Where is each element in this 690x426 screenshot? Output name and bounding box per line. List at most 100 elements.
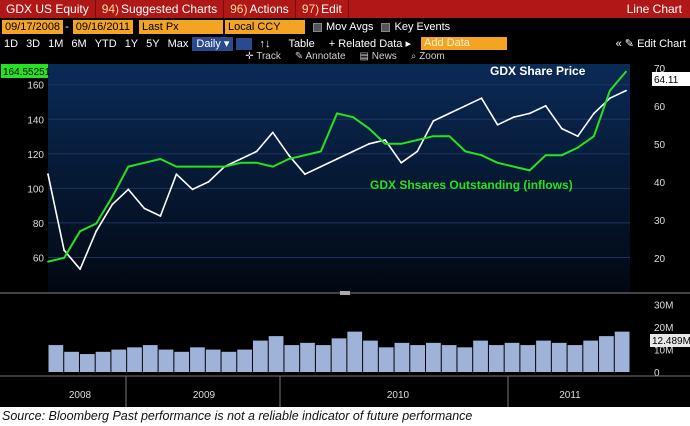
shares-outstanding-point bbox=[416, 139, 419, 141]
share-price-point bbox=[303, 173, 306, 176]
shares-outstanding-annotation: GDX Shsares Outstanding (inflows) bbox=[370, 178, 573, 192]
annotate-icon: ✎ bbox=[294, 51, 304, 62]
left-tick-label: 140 bbox=[27, 115, 44, 126]
menu-label: Edit bbox=[321, 2, 342, 16]
menu-suggested-charts[interactable]: 94) Suggested Charts bbox=[96, 0, 225, 18]
period-1y[interactable]: 1Y bbox=[124, 37, 139, 50]
add-data-input[interactable]: Add Data bbox=[421, 37, 508, 50]
related-data-label: Related Data bbox=[338, 38, 403, 50]
period-max[interactable]: Max bbox=[167, 37, 189, 50]
volume-bar bbox=[252, 340, 268, 372]
chart-style-icon[interactable]: ↑↓ bbox=[259, 37, 271, 50]
volume-bar bbox=[426, 342, 441, 372]
volume-bar bbox=[237, 349, 252, 372]
share-price-point bbox=[592, 112, 595, 115]
shares-outstanding-point bbox=[480, 154, 483, 157]
volume-bar bbox=[315, 345, 331, 372]
table-button[interactable]: Table bbox=[288, 37, 315, 50]
news-tool[interactable]: ▤ News bbox=[360, 51, 397, 64]
share-price-point bbox=[127, 188, 130, 191]
track-icon: ✛ bbox=[245, 51, 254, 62]
share-price-point bbox=[512, 116, 515, 119]
volume-bar bbox=[567, 345, 583, 372]
period-ytd[interactable]: YTD bbox=[94, 37, 117, 50]
edit-chart-label: Edit Chart bbox=[637, 38, 686, 50]
share-price-point bbox=[255, 150, 258, 153]
share-price-point bbox=[143, 207, 146, 210]
volume-axis: 0 10M 20M 30M bbox=[654, 301, 673, 379]
year-label: 2010 bbox=[387, 390, 410, 401]
mov-avgs-toggle[interactable]: Mov Avgs bbox=[312, 21, 374, 33]
period-5y[interactable]: 5Y bbox=[146, 37, 160, 50]
period-1m[interactable]: 1M bbox=[48, 37, 64, 50]
volume-bar bbox=[79, 354, 95, 372]
volume-bar bbox=[583, 340, 599, 372]
right-tick-label: 60 bbox=[654, 102, 666, 113]
share-price-point bbox=[528, 112, 531, 115]
volume-bar bbox=[268, 336, 284, 372]
security-label: GDX US Equity bbox=[6, 2, 89, 16]
related-data-menu[interactable]: + Related Data ▸ bbox=[328, 38, 412, 50]
end-date-field[interactable]: 09/16/2011 bbox=[72, 20, 133, 34]
start-date-field[interactable]: 09/17/2008 bbox=[2, 20, 64, 34]
frequency-select[interactable]: Daily ▾ bbox=[192, 36, 234, 51]
shares-outstanding-point bbox=[560, 154, 563, 157]
volume-bar bbox=[394, 342, 410, 372]
volume-bar bbox=[221, 351, 237, 372]
share-price-point bbox=[480, 97, 483, 100]
left-tick-label: 60 bbox=[33, 253, 45, 264]
price-tag: 164.55251 bbox=[3, 67, 51, 78]
menu-number: 96) bbox=[230, 2, 248, 16]
share-price-point bbox=[111, 203, 114, 206]
annotate-tool[interactable]: ✎ Annotate bbox=[295, 51, 346, 64]
price-field-select[interactable]: Last Px bbox=[138, 20, 223, 34]
menu-actions[interactable]: 96) Actions bbox=[224, 0, 296, 18]
right-tick-label: 30 bbox=[654, 216, 666, 227]
period-1d[interactable]: 1D bbox=[4, 37, 19, 50]
period-6m[interactable]: 6M bbox=[71, 37, 87, 50]
share-price-point bbox=[271, 131, 274, 134]
shares-outstanding-point bbox=[448, 135, 451, 138]
date-range-row: 09/17/2008 - 09/16/2011 Last Px Local CC… bbox=[0, 19, 690, 35]
source-caption: Source: Bloomberg Past performance is no… bbox=[0, 407, 690, 426]
left-tick-label: 100 bbox=[27, 184, 44, 195]
mov-avgs-label: Mov Avgs bbox=[325, 21, 374, 33]
right-axis: 20 30 40 50 60 70 bbox=[654, 64, 666, 265]
currency-select[interactable]: Local CCY bbox=[224, 20, 305, 34]
price-tag-box bbox=[1, 64, 48, 78]
left-axis: 60 80 100 120 140 160 bbox=[27, 81, 44, 265]
shares-outstanding-point bbox=[63, 256, 65, 259]
key-events-toggle[interactable]: Key Events bbox=[381, 21, 450, 33]
volume-bar bbox=[331, 338, 347, 372]
time-axis: 2008 2009 2010 2011 bbox=[0, 375, 690, 407]
shares-outstanding-point bbox=[528, 169, 531, 172]
shares-outstanding-point bbox=[175, 165, 178, 168]
volume-bar bbox=[142, 345, 158, 372]
menu-number: 94) bbox=[101, 2, 120, 16]
chart-type-title: Line Chart bbox=[626, 2, 682, 16]
security-ticker[interactable]: GDX US Equity bbox=[0, 0, 96, 18]
menu-edit[interactable]: 97) Edit bbox=[296, 0, 349, 18]
shares-outstanding-point bbox=[79, 230, 82, 233]
edit-chart-button[interactable]: « ✎ Edit Chart bbox=[615, 38, 686, 50]
shares-outstanding-point bbox=[352, 116, 354, 119]
share-price-point bbox=[464, 104, 467, 107]
shares-outstanding-point bbox=[159, 158, 162, 160]
share-price-point bbox=[448, 112, 451, 115]
right-tick-label: 20 bbox=[654, 254, 666, 265]
shares-outstanding-point bbox=[432, 135, 435, 138]
shares-outstanding-point bbox=[303, 154, 306, 157]
volume-bar bbox=[551, 342, 567, 372]
year-label: 2011 bbox=[559, 390, 581, 401]
panel-resize-handle[interactable] bbox=[340, 291, 350, 295]
last-price-tag-box bbox=[652, 72, 690, 86]
line-chart-icon[interactable] bbox=[236, 37, 253, 50]
zoom-tool[interactable]: ⌕ Zoom bbox=[411, 51, 445, 64]
price-plot-area bbox=[48, 64, 630, 292]
track-tool[interactable]: ✛ Track bbox=[245, 51, 281, 64]
left-tick-label: 80 bbox=[33, 219, 45, 230]
period-3d[interactable]: 3D bbox=[26, 37, 41, 50]
shares-outstanding-point bbox=[287, 158, 290, 160]
share-price-point bbox=[191, 188, 194, 191]
